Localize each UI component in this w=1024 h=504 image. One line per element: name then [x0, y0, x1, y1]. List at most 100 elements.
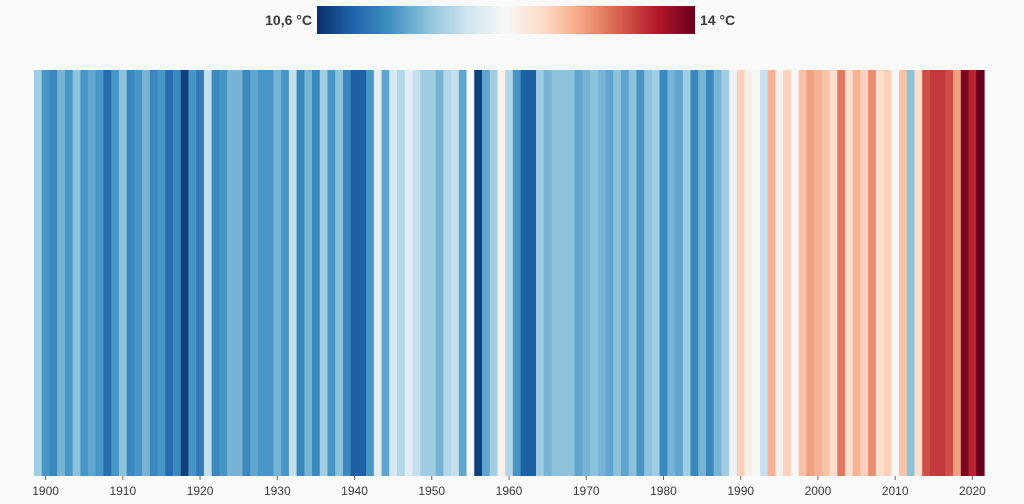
stripe-1926	[242, 70, 251, 476]
stripe-1986	[705, 70, 715, 476]
stripe-2012	[906, 70, 916, 476]
stripe-2017	[945, 70, 954, 476]
stripe-1962	[520, 70, 529, 476]
stripe-1961	[512, 70, 522, 476]
stripe-2004	[844, 70, 854, 476]
stripe-1958	[489, 70, 499, 476]
stripe-1974	[613, 70, 622, 476]
stripe-1934	[304, 70, 313, 476]
x-tick-label: 1900	[32, 484, 59, 498]
stripe-1955	[466, 70, 475, 476]
stripe-1912	[134, 70, 143, 476]
stripe-1901	[49, 70, 58, 476]
stripe-1980	[659, 70, 668, 476]
stripe-1919	[188, 70, 197, 476]
stripe-1957	[481, 70, 491, 476]
stripe-1999	[806, 70, 815, 476]
stripe-1959	[497, 70, 506, 476]
x-tick-label: 2000	[805, 484, 832, 498]
stripe-1982	[675, 70, 684, 476]
stripe-2008	[875, 70, 885, 476]
stripe-1972	[597, 70, 607, 476]
stripe-1953	[451, 70, 460, 476]
stripe-2006	[860, 70, 869, 476]
stripe-2016	[937, 70, 946, 476]
stripe-1929	[265, 70, 275, 476]
stripe-1937	[327, 70, 336, 476]
stripe-1902	[57, 70, 66, 476]
stripe-1977	[636, 70, 645, 476]
stripe-2007	[868, 70, 877, 476]
stripe-1993	[760, 70, 769, 476]
stripe-1948	[412, 70, 421, 476]
stripe-1960	[505, 70, 514, 476]
stripe-1975	[620, 70, 630, 476]
stripe-1997	[790, 70, 800, 476]
stripe-1927	[250, 70, 259, 476]
stripe-1998	[798, 70, 807, 476]
stripe-1989	[729, 70, 738, 476]
stripe-1917	[173, 70, 182, 476]
stripe-1985	[698, 70, 707, 476]
stripe-1949	[420, 70, 429, 476]
stripe-1964	[536, 70, 545, 476]
stripe-1951	[435, 70, 444, 476]
x-tick-label: 1960	[496, 484, 523, 498]
stripe-1913	[142, 70, 151, 476]
stripe-1966	[551, 70, 560, 476]
stripe-1987	[713, 70, 722, 476]
stripe-1907	[95, 70, 105, 476]
x-tick-label: 1950	[418, 484, 445, 498]
stripe-1922	[211, 70, 220, 476]
x-tick-label: 1940	[341, 484, 368, 498]
stripe-1950	[427, 70, 437, 476]
stripe-2011	[899, 70, 908, 476]
stripe-1941	[358, 70, 367, 476]
stripe-1970	[582, 70, 591, 476]
stripe-2014	[922, 70, 931, 476]
x-tick-label: 1910	[109, 484, 136, 498]
stripe-1968	[566, 70, 576, 476]
stripe-1944	[381, 70, 390, 476]
stripe-1996	[783, 70, 792, 476]
stripe-1930	[273, 70, 282, 476]
stripe-1990	[736, 70, 746, 476]
stripe-2018	[953, 70, 962, 476]
stripe-1905	[80, 70, 89, 476]
color-legend: 10,6 °C 14 °C	[0, 0, 1024, 40]
stripe-1967	[559, 70, 568, 476]
stripe-2019	[960, 70, 970, 476]
stripe-1924	[227, 70, 236, 476]
stripe-1933	[296, 70, 305, 476]
stripe-1954	[458, 70, 468, 476]
x-tick-label: 1980	[650, 484, 677, 498]
stripe-1969	[574, 70, 583, 476]
stripe-1991	[744, 70, 753, 476]
stripe-1906	[88, 70, 97, 476]
stripe-1910	[118, 70, 128, 476]
stripe-2013	[914, 70, 923, 476]
stripe-1904	[72, 70, 81, 476]
stripe-1942	[366, 70, 375, 476]
stripe-1988	[721, 70, 730, 476]
stripe-1914	[149, 70, 159, 476]
stripe-1979	[651, 70, 661, 476]
stripe-2021	[976, 70, 985, 476]
stripe-1939	[342, 70, 352, 476]
stripe-1952	[443, 70, 452, 476]
stripe-1978	[644, 70, 653, 476]
stripe-1940	[350, 70, 359, 476]
stripe-1921	[203, 70, 213, 476]
stripe-1918	[180, 70, 190, 476]
stripe-1916	[165, 70, 174, 476]
stripe-1899	[34, 70, 43, 476]
x-tick-label: 2010	[882, 484, 909, 498]
stripe-2000	[814, 70, 823, 476]
stripe-2003	[837, 70, 846, 476]
stripe-1995	[775, 70, 784, 476]
stripe-2015	[929, 70, 939, 476]
stripe-1915	[157, 70, 166, 476]
stripe-1973	[605, 70, 614, 476]
stripes-group	[34, 70, 985, 476]
